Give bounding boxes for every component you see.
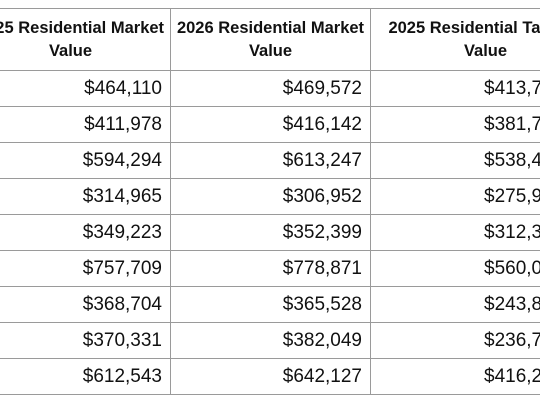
table-row: $594,294 $613,247 $538,4 — [0, 142, 540, 179]
cell-2025-taxable-value: $560,0 — [370, 250, 540, 287]
cell-2026-market-value: $382,049 — [170, 322, 371, 359]
cell-2025-market-value: $594,294 — [0, 142, 171, 179]
cell-2025-market-value: $757,709 — [0, 250, 171, 287]
header-2026-market-value: 2026 Residential Market Value — [170, 8, 371, 71]
cell-2026-market-value: $778,871 — [170, 250, 371, 287]
cell-2025-market-value: $464,110 — [0, 70, 171, 107]
header-2025-market-value: 2025 Residential Market Value — [0, 8, 171, 71]
header-2025-taxable-value: 2025 Residential Taxable Value — [370, 8, 540, 71]
cell-2025-taxable-value: $243,8 — [370, 286, 540, 323]
table-row: $612,543 $642,127 $416,2 — [0, 358, 540, 395]
residential-values-table: 2025 Residential Market Value 2026 Resid… — [0, 8, 540, 395]
cell-2026-market-value: $416,142 — [170, 106, 371, 143]
cell-2025-market-value: $370,331 — [0, 322, 171, 359]
cell-2025-market-value: $411,978 — [0, 106, 171, 143]
table-body: $464,110 $469,572 $413,7 $411,978 $416,142 $3… — [0, 70, 540, 395]
cell-2025-taxable-value: $413,7 — [370, 70, 540, 107]
cell-2025-taxable-value: $312,3 — [370, 214, 540, 251]
table-header: 2025 Residential Market Value 2026 Resid… — [0, 8, 540, 71]
cell-2025-taxable-value: $538,4 — [370, 142, 540, 179]
header-row: 2025 Residential Market Value 2026 Resid… — [0, 8, 540, 71]
cell-2026-market-value: $613,247 — [170, 142, 371, 179]
table-row: $411,978 $416,142 $381,7 — [0, 106, 540, 143]
cell-2025-taxable-value: $381,7 — [370, 106, 540, 143]
table-row: $314,965 $306,952 $275,9 — [0, 178, 540, 215]
table-row: $368,704 $365,528 $243,8 — [0, 286, 540, 323]
cell-2026-market-value: $352,399 — [170, 214, 371, 251]
cell-2025-taxable-value: $275,9 — [370, 178, 540, 215]
table-row: $464,110 $469,572 $413,7 — [0, 70, 540, 107]
table-row: $370,331 $382,049 $236,7 — [0, 322, 540, 359]
cell-2025-taxable-value: $236,7 — [370, 322, 540, 359]
cell-2025-taxable-value: $416,2 — [370, 358, 540, 395]
cell-2026-market-value: $642,127 — [170, 358, 371, 395]
cell-2026-market-value: $306,952 — [170, 178, 371, 215]
cell-2025-market-value: $368,704 — [0, 286, 171, 323]
cell-2025-market-value: $349,223 — [0, 214, 171, 251]
cell-2025-market-value: $314,965 — [0, 178, 171, 215]
cell-2026-market-value: $365,528 — [170, 286, 371, 323]
table-row: $349,223 $352,399 $312,3 — [0, 214, 540, 251]
table-row: $757,709 $778,871 $560,0 — [0, 250, 540, 287]
cell-2026-market-value: $469,572 — [170, 70, 371, 107]
cell-2025-market-value: $612,543 — [0, 358, 171, 395]
